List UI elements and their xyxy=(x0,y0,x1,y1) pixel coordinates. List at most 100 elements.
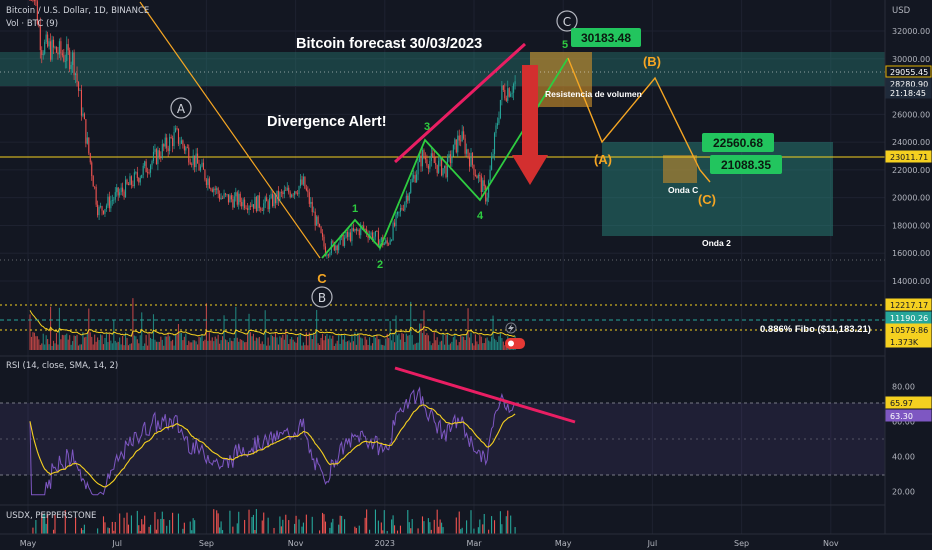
usdx-bar xyxy=(341,515,343,534)
usdx-bar xyxy=(183,522,185,534)
volume-bar xyxy=(197,344,199,350)
axis-badge-text: 29055.45 xyxy=(890,68,928,77)
candle-body xyxy=(41,50,43,55)
volume-bar xyxy=(130,343,132,350)
rsi-band xyxy=(0,403,885,475)
volume-bar xyxy=(344,335,346,350)
usdx-bar xyxy=(191,530,193,534)
volume-bar xyxy=(502,341,504,350)
volume-bar xyxy=(351,335,353,350)
candle-body xyxy=(39,25,41,51)
volume-bar xyxy=(394,342,396,350)
wave-2: 2 xyxy=(377,259,383,271)
volume-bar xyxy=(39,344,41,350)
usdx-bar xyxy=(282,519,284,534)
volume-bar xyxy=(411,335,413,350)
volume-bar xyxy=(202,341,205,350)
candle-body xyxy=(223,193,225,198)
volume-bar xyxy=(332,335,334,350)
usdx-bar xyxy=(369,529,371,534)
currency-label: USD xyxy=(892,6,911,16)
candle-body xyxy=(276,190,278,204)
volume-bar xyxy=(493,338,496,350)
usdx-bar xyxy=(97,528,99,534)
volume-bar xyxy=(92,344,94,350)
volume-bar xyxy=(302,342,304,350)
volume-bar xyxy=(100,334,102,350)
rsi-ma-line xyxy=(29,404,516,488)
volume-bar xyxy=(70,344,72,350)
candle-body xyxy=(239,193,241,203)
candle-body xyxy=(66,44,68,62)
usdx-bar xyxy=(438,526,440,534)
usdx-bar xyxy=(261,520,263,534)
usdx-bar xyxy=(52,529,55,534)
volume-bar xyxy=(280,337,282,350)
volume-bar xyxy=(79,344,81,350)
volume-bar xyxy=(64,334,66,350)
axis-badge xyxy=(885,311,932,324)
usdx-bar xyxy=(251,517,253,534)
volume-bar xyxy=(167,332,169,350)
candle-body xyxy=(424,157,426,160)
candle-body xyxy=(67,44,69,51)
volume-bar xyxy=(141,312,143,350)
volume-bar xyxy=(174,334,177,350)
usdx-bar xyxy=(430,529,432,534)
usdx-bar xyxy=(455,517,457,534)
candle-body xyxy=(358,229,360,236)
candle-body xyxy=(236,192,238,205)
volume-bar xyxy=(30,336,33,350)
volume-bar xyxy=(346,341,349,350)
lightning-icon[interactable] xyxy=(505,322,517,334)
volume-bar xyxy=(317,343,319,350)
volume-bar xyxy=(349,342,352,350)
volume-bar xyxy=(342,339,344,350)
candle-body xyxy=(201,162,203,167)
usdx-bar xyxy=(169,520,171,534)
candle-body xyxy=(227,194,229,203)
volume-bar xyxy=(151,339,153,350)
volume-bar xyxy=(446,333,449,350)
candle-body xyxy=(260,208,262,211)
candle-body xyxy=(211,189,213,192)
volume-bar xyxy=(285,330,287,350)
candle-body xyxy=(429,160,431,169)
usdx-bar xyxy=(263,512,265,534)
candle-body xyxy=(402,209,404,211)
axis-badge xyxy=(885,323,932,336)
volume-bar xyxy=(45,335,47,350)
candle-body xyxy=(398,211,400,213)
usdx-bar xyxy=(252,514,254,534)
candle-body xyxy=(286,187,288,191)
candle-body xyxy=(114,192,116,200)
event-badge-icon[interactable] xyxy=(505,338,525,349)
candle-body xyxy=(33,0,35,1)
candle-body xyxy=(452,144,454,157)
candle-body xyxy=(42,53,44,55)
candle-body xyxy=(177,128,180,144)
volume-bar xyxy=(473,345,475,350)
volume-bar xyxy=(291,337,293,350)
candle-body xyxy=(252,204,254,209)
candle-body xyxy=(86,137,88,144)
volume-bar xyxy=(41,343,43,350)
candle-body xyxy=(126,179,128,184)
volume-bar xyxy=(258,336,260,350)
time-tick: Sep xyxy=(199,539,214,548)
usdx-bar xyxy=(324,521,327,534)
volume-bar xyxy=(113,320,115,350)
volume-bar xyxy=(179,332,181,350)
usdx-bar xyxy=(244,519,246,534)
volume-bar xyxy=(138,343,140,350)
candle-body xyxy=(229,195,231,203)
usdx-bar xyxy=(217,513,219,534)
usdx-bar xyxy=(273,527,275,534)
svg-text:22560.68: 22560.68 xyxy=(713,136,763,150)
wave-3: 3 xyxy=(424,121,430,133)
candle-body xyxy=(344,237,346,246)
usdx-bar xyxy=(45,523,47,534)
usdx-bar xyxy=(149,524,152,534)
volume-bar xyxy=(501,337,503,350)
